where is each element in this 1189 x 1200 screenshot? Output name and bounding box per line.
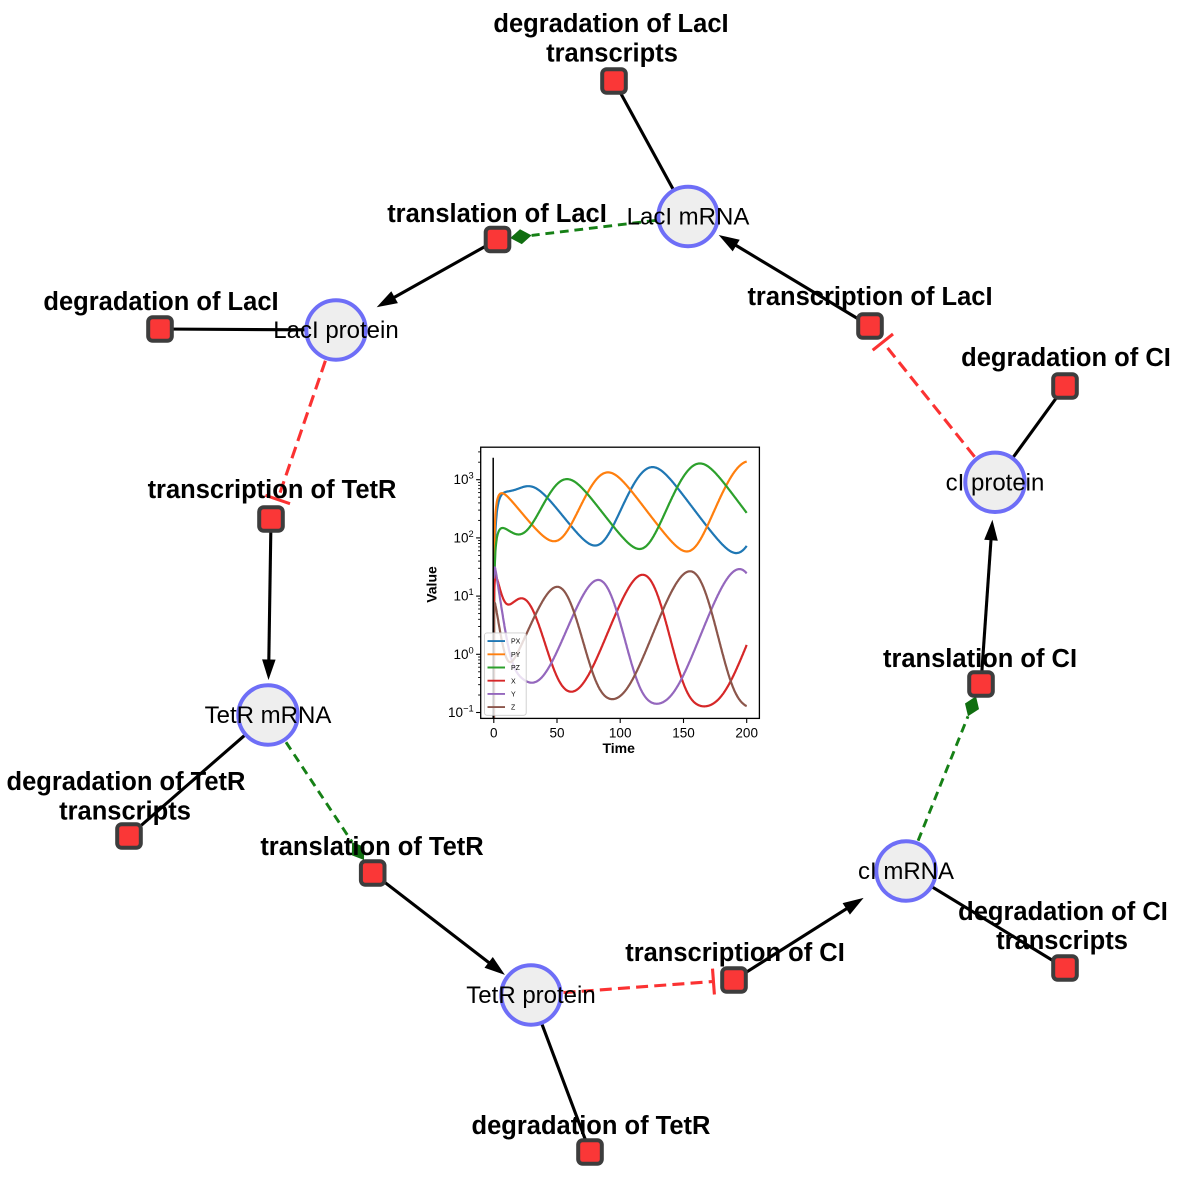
svg-text:100: 100 (609, 725, 632, 740)
svg-text:Time: Time (602, 740, 635, 756)
svg-text:degradation of TetR: degradation of TetR (7, 768, 246, 796)
svg-text:translation of LacI: translation of LacI (387, 200, 607, 228)
svg-text:degradation of TetR: degradation of TetR (472, 1112, 711, 1140)
svg-text:degradation of CI: degradation of CI (958, 898, 1168, 926)
svg-text:PY: PY (511, 652, 521, 659)
svg-text:X: X (511, 678, 516, 685)
svg-text:translation of TetR: translation of TetR (260, 833, 483, 861)
svg-text:cI protein: cI protein (946, 469, 1045, 496)
svg-text:Z: Z (511, 705, 516, 712)
svg-text:LacI protein: LacI protein (273, 317, 398, 344)
svg-text:PZ: PZ (511, 665, 521, 672)
svg-text:transcripts: transcripts (546, 40, 678, 68)
svg-text:TetR mRNA: TetR mRNA (205, 702, 332, 729)
svg-text:cI mRNA: cI mRNA (858, 858, 954, 885)
svg-text:transcription of LacI: transcription of LacI (747, 283, 992, 311)
svg-text:PX: PX (511, 639, 521, 646)
svg-text:Value: Value (424, 566, 440, 603)
svg-text:TetR protein: TetR protein (466, 982, 595, 1009)
svg-text:transcription of TetR: transcription of TetR (148, 476, 397, 504)
svg-text:LacI mRNA: LacI mRNA (627, 204, 750, 231)
svg-text:0: 0 (490, 725, 498, 740)
svg-text:translation of CI: translation of CI (883, 645, 1077, 673)
svg-text:transcripts: transcripts (59, 798, 191, 826)
svg-text:150: 150 (672, 725, 695, 740)
svg-text:degradation of CI: degradation of CI (961, 344, 1171, 372)
svg-text:200: 200 (735, 725, 758, 740)
svg-text:transcripts: transcripts (996, 927, 1128, 955)
svg-text:transcription of CI: transcription of CI (625, 939, 845, 967)
svg-text:50: 50 (549, 725, 564, 740)
svg-text:degradation of LacI: degradation of LacI (493, 10, 728, 38)
svg-text:degradation of LacI: degradation of LacI (43, 288, 278, 316)
svg-text:Y: Y (511, 692, 516, 699)
